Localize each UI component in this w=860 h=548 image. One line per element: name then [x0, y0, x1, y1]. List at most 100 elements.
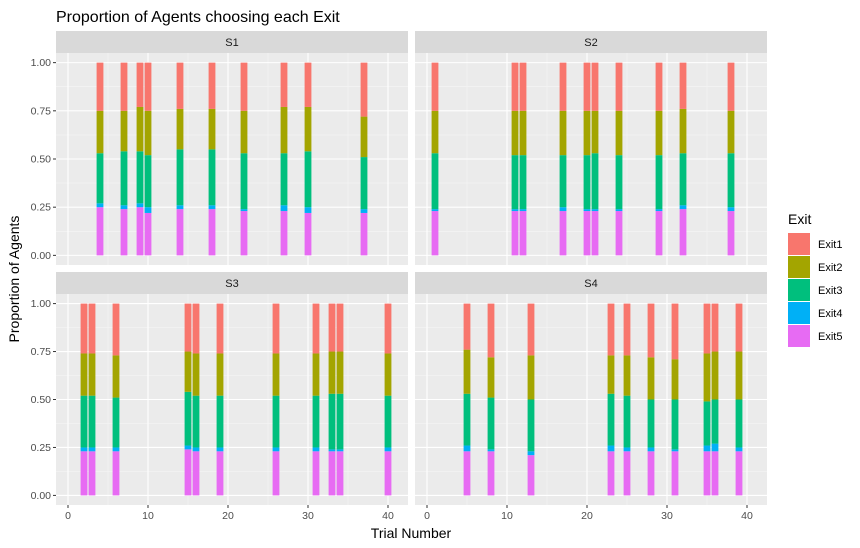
bar-segment-exit5 — [431, 211, 439, 256]
bar-segment-exit1 — [527, 303, 535, 356]
bar-segment-exit1 — [711, 303, 719, 352]
bar-segment-exit2 — [328, 351, 336, 394]
bar-segment-exit4 — [88, 447, 96, 452]
bar-segment-exit4 — [671, 449, 679, 452]
bar-segment-exit1 — [304, 62, 312, 107]
bar-segment-exit5 — [527, 455, 535, 496]
bar-segment-exit1 — [519, 62, 527, 111]
y-tick-label: 1.00 — [31, 298, 52, 310]
bar-segment-exit3 — [463, 393, 471, 446]
bar-segment-exit3 — [559, 155, 567, 208]
bar-segment-exit4 — [328, 449, 336, 452]
y-tick-label: 1.00 — [31, 57, 52, 69]
bar-segment-exit5 — [360, 212, 368, 256]
bar-segment-exit1 — [208, 62, 216, 109]
legend-swatch-exit5 — [788, 325, 810, 347]
bar-segment-exit5 — [583, 211, 591, 256]
bar-segment-exit4 — [655, 209, 663, 212]
bar-segment-exit2 — [336, 351, 344, 394]
bar-segment-exit4 — [384, 447, 392, 452]
y-axis-label: Proportion of Agents — [6, 216, 22, 343]
bar-segment-exit2 — [96, 110, 104, 154]
bar-segment-exit1 — [607, 303, 615, 356]
facet-strip — [56, 31, 408, 53]
x-tick-label: 0 — [424, 510, 430, 522]
legend-title: Exit — [788, 211, 811, 227]
legend-label-exit3: Exit3 — [818, 285, 842, 297]
bar-segment-exit2 — [272, 353, 280, 396]
bar-segment-exit1 — [615, 62, 623, 111]
bar-segment-exit2 — [192, 353, 200, 396]
bar-segment-exit3 — [176, 149, 184, 206]
y-tick-label: 0.25 — [31, 202, 52, 214]
bar-segment-exit2 — [647, 357, 655, 400]
bar-segment-exit2 — [120, 110, 128, 152]
bar-segment-exit3 — [328, 393, 336, 450]
bar-segment-exit2 — [384, 353, 392, 396]
bar-segment-exit5 — [192, 451, 200, 496]
bar-segment-exit1 — [88, 303, 96, 354]
bar-segment-exit1 — [583, 62, 591, 111]
bar-segment-exit3 — [312, 395, 320, 448]
facet-label: S4 — [584, 278, 597, 290]
bar-segment-exit3 — [120, 151, 128, 206]
facet-label: S1 — [225, 37, 238, 49]
bar-segment-exit4 — [240, 209, 248, 212]
bar-segment-exit3 — [360, 157, 368, 210]
y-tick-label: 0.25 — [31, 442, 52, 454]
y-tick-label: 0.75 — [31, 105, 52, 117]
bar-segment-exit1 — [360, 62, 368, 117]
bar-segment-exit4 — [519, 209, 527, 212]
bar-segment-exit2 — [208, 108, 216, 150]
bar-segment-exit4 — [304, 207, 312, 213]
legend-label-exit5: Exit5 — [818, 331, 842, 343]
bar-segment-exit5 — [623, 451, 631, 496]
bar-segment-exit3 — [711, 399, 719, 444]
bar-segment-exit3 — [735, 399, 743, 448]
bar-segment-exit1 — [336, 303, 344, 352]
bar-segment-exit1 — [679, 62, 687, 109]
bar-segment-exit5 — [671, 451, 679, 496]
x-tick-label: 0 — [65, 510, 71, 522]
bar-segment-exit5 — [112, 451, 120, 496]
bar-segment-exit3 — [527, 399, 535, 452]
facet-label: S3 — [225, 278, 238, 290]
bar-segment-exit5 — [679, 209, 687, 256]
bar-segment-exit1 — [591, 62, 599, 111]
bar-segment-exit4 — [312, 447, 320, 452]
legend-swatch-exit2 — [788, 256, 810, 278]
bar-segment-exit1 — [655, 62, 663, 111]
bar-segment-exit3 — [144, 155, 152, 208]
bar-segment-exit2 — [679, 108, 687, 154]
bar-segment-exit4 — [360, 209, 368, 213]
legend-swatch-exit4 — [788, 302, 810, 324]
y-tick-label: 0.00 — [31, 490, 52, 502]
bar-segment-exit5 — [312, 451, 320, 496]
bar-segment-exit1 — [136, 62, 144, 107]
bar-segment-exit1 — [671, 303, 679, 360]
x-tick-label: 20 — [581, 510, 593, 522]
bar-segment-exit1 — [96, 62, 104, 111]
bar-segment-exit1 — [144, 62, 152, 111]
bar-segment-exit5 — [615, 211, 623, 256]
bar-segment-exit5 — [216, 451, 224, 496]
bar-segment-exit2 — [216, 353, 224, 396]
bar-segment-exit5 — [304, 212, 312, 256]
bar-segment-exit5 — [176, 209, 184, 256]
bar-segment-exit3 — [216, 395, 224, 448]
bar-segment-exit5 — [607, 451, 615, 496]
bar-segment-exit2 — [304, 106, 312, 152]
bar-segment-exit3 — [336, 393, 344, 450]
bar-segment-exit3 — [240, 153, 248, 210]
bar-segment-exit5 — [647, 451, 655, 496]
bar-segment-exit3 — [647, 399, 655, 448]
bar-segment-exit2 — [727, 110, 735, 154]
bar-segment-exit1 — [703, 303, 711, 354]
bar-segment-exit2 — [607, 355, 615, 394]
panel-S2: S2 — [415, 31, 767, 265]
bar-segment-exit5 — [511, 211, 519, 256]
bar-segment-exit4 — [615, 209, 623, 212]
bar-segment-exit2 — [511, 110, 519, 156]
bar-segment-exit3 — [607, 393, 615, 446]
bar-segment-exit5 — [519, 211, 527, 256]
